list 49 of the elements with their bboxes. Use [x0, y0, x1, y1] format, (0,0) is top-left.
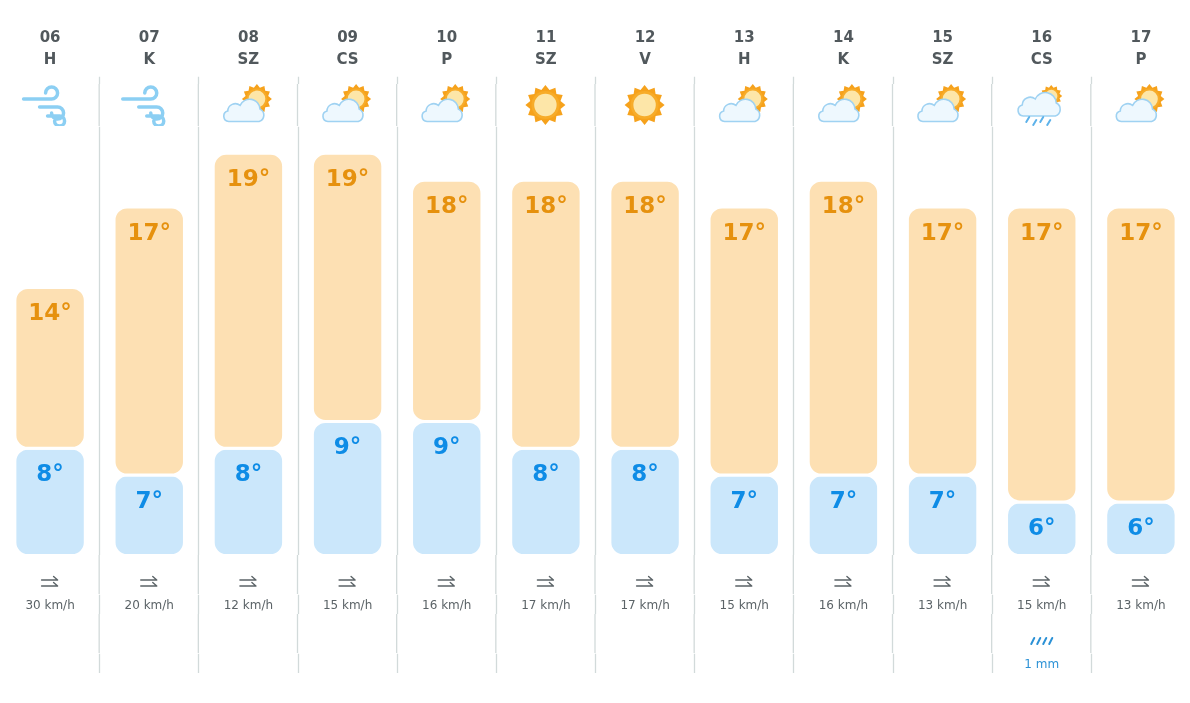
category-label: 13 km/h: [917, 597, 968, 612]
category-label: 30 km/h: [25, 597, 75, 612]
total-label: 17°: [127, 218, 172, 245]
category-label: 13 km/h: [1116, 597, 1166, 612]
data-label: 8°: [631, 460, 659, 487]
x-tick-label: 13 H: [733, 27, 755, 68]
category-label: 16 km/h: [422, 597, 472, 612]
category-label: 15 km/h: [1017, 597, 1067, 612]
data-label: 7°: [928, 487, 957, 514]
x-tick-label: 15 SZ: [931, 27, 954, 68]
x-tick-label: 07 K: [138, 27, 160, 68]
total-label: 18°: [425, 192, 469, 219]
data-label: 9°: [333, 433, 362, 460]
total-label: 14°: [28, 299, 72, 326]
x-tick-label: 12 V: [634, 27, 656, 68]
category-label: 20 km/h: [124, 597, 174, 612]
x-tick-label: 14 K: [832, 27, 854, 68]
x-tick-label: 11 SZ: [535, 27, 557, 68]
category-label: 17 km/h: [620, 597, 670, 612]
total-label: 19°: [325, 165, 370, 192]
total-label: 17°: [920, 218, 965, 245]
category-label: 17 km/h: [521, 597, 571, 612]
total-label: 19°: [226, 165, 271, 192]
data-label: 8°: [234, 460, 263, 487]
x-tick-label: 08 SZ: [237, 27, 260, 68]
data-label: 7°: [135, 487, 164, 514]
x-tick-label: 06 H: [39, 27, 61, 68]
total-label: 18°: [821, 192, 866, 219]
data-label: 8°: [532, 460, 560, 487]
category-label: 12 km/h: [223, 597, 274, 612]
x-tick-label: 10 P: [436, 27, 458, 68]
data-label: 7°: [730, 487, 759, 514]
category-label: 1 mm: [1024, 656, 1060, 671]
total-label: 17°: [1119, 218, 1163, 245]
x-tick-label: 09 CS: [336, 27, 359, 68]
category-label: 16 km/h: [818, 597, 869, 612]
category-label: 15 km/h: [719, 597, 769, 612]
total-label: 18°: [524, 192, 568, 219]
category-label: 15 km/h: [322, 597, 373, 612]
data-label: 6°: [1127, 513, 1155, 540]
total-label: 18°: [623, 192, 667, 219]
x-tick-label: 16 CS: [1030, 27, 1053, 68]
data-label: 8°: [36, 460, 64, 487]
x-tick-label: 17 P: [1130, 27, 1152, 68]
data-label: 9°: [433, 433, 461, 460]
data-label: 6°: [1028, 513, 1056, 540]
data-label: 7°: [829, 487, 858, 514]
total-label: 17°: [722, 218, 767, 245]
total-label: 17°: [1020, 218, 1064, 245]
